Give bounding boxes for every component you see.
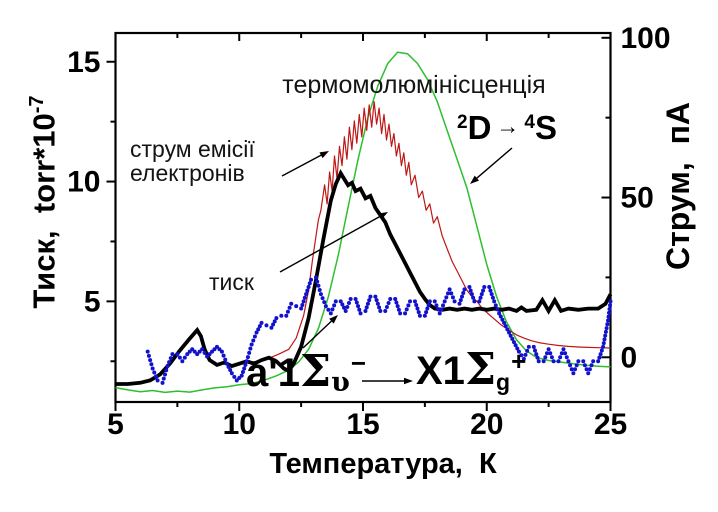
right-arrow-glyph: → [496, 113, 520, 139]
s-term: S [535, 109, 558, 146]
y-right-axis-title: Струм, пА [660, 0, 700, 386]
annotation-arrows [279, 147, 513, 385]
x-axis-title: Температура, К [183, 448, 583, 480]
tick-label: 100 [621, 22, 671, 55]
tick-label: 15 [346, 408, 379, 441]
x-axis-title-text: Температура, К [269, 448, 497, 480]
tick-label: 0 [621, 341, 638, 374]
y-left-axis-title-text: Тиск, torr*10 [26, 113, 62, 309]
transition-arrow [302, 315, 338, 349]
tick-label: 50 [621, 182, 654, 215]
formula-upsilon-subscript: υ [331, 367, 350, 398]
formula-sigma: Σ [300, 346, 332, 397]
axis-ticks [106, 33, 612, 411]
annotation-formula-final-state: X1Σg+ [416, 346, 527, 395]
formula-arrow [362, 377, 413, 385]
d-superscript: 2 [457, 112, 468, 133]
formula-sigma2: Σ [464, 344, 497, 395]
annotation-emission-line2: електронів [130, 160, 245, 186]
annotation-thermoluminescence: термомолюмінісценція [282, 71, 546, 99]
annotation-emission-current: струм емісії електронів [130, 137, 255, 185]
annotation-d-s-transition: 2D → 4S [457, 109, 557, 147]
y-left-axis-exponent: -7 [26, 95, 48, 114]
series-transition-band [145, 275, 613, 385]
pressure-arrow [279, 212, 388, 273]
formula-a1: a'1 [246, 351, 301, 395]
d-term: D [467, 109, 492, 146]
formula-plus-superscript: + [511, 346, 527, 376]
formula-g-subscript: g [496, 369, 511, 395]
s-superscript: 4 [524, 112, 535, 133]
tick-label: 20 [470, 408, 503, 441]
y-left-axis-title: Тиск, torr*10-7 [26, 2, 66, 402]
tick-label: 10 [67, 166, 100, 199]
annotation-pressure: тиск [209, 269, 254, 295]
series-thermoluminescence [115, 51, 611, 394]
tick-labels: 5 10 15 20 25 5 10 15 0 50 100 [67, 22, 670, 441]
series-emission-current [239, 101, 611, 365]
annotation-formula-initial-state: a'1Συ− [246, 348, 367, 397]
formula-minus-superscript: − [350, 348, 367, 378]
emission-arrow [281, 151, 329, 177]
tick-label: 5 [84, 285, 101, 318]
series-pressure [115, 169, 613, 386]
tick-label: 5 [107, 408, 124, 441]
formula-x1: X1 [416, 349, 465, 393]
tick-label: 15 [67, 46, 100, 79]
annotation-emission-line1: струм емісії [130, 136, 255, 162]
tick-label: 25 [594, 408, 627, 441]
y-right-axis-title-text: Струм, пА [660, 101, 696, 271]
ds-arrow [470, 147, 513, 184]
tick-label: 10 [223, 408, 256, 441]
